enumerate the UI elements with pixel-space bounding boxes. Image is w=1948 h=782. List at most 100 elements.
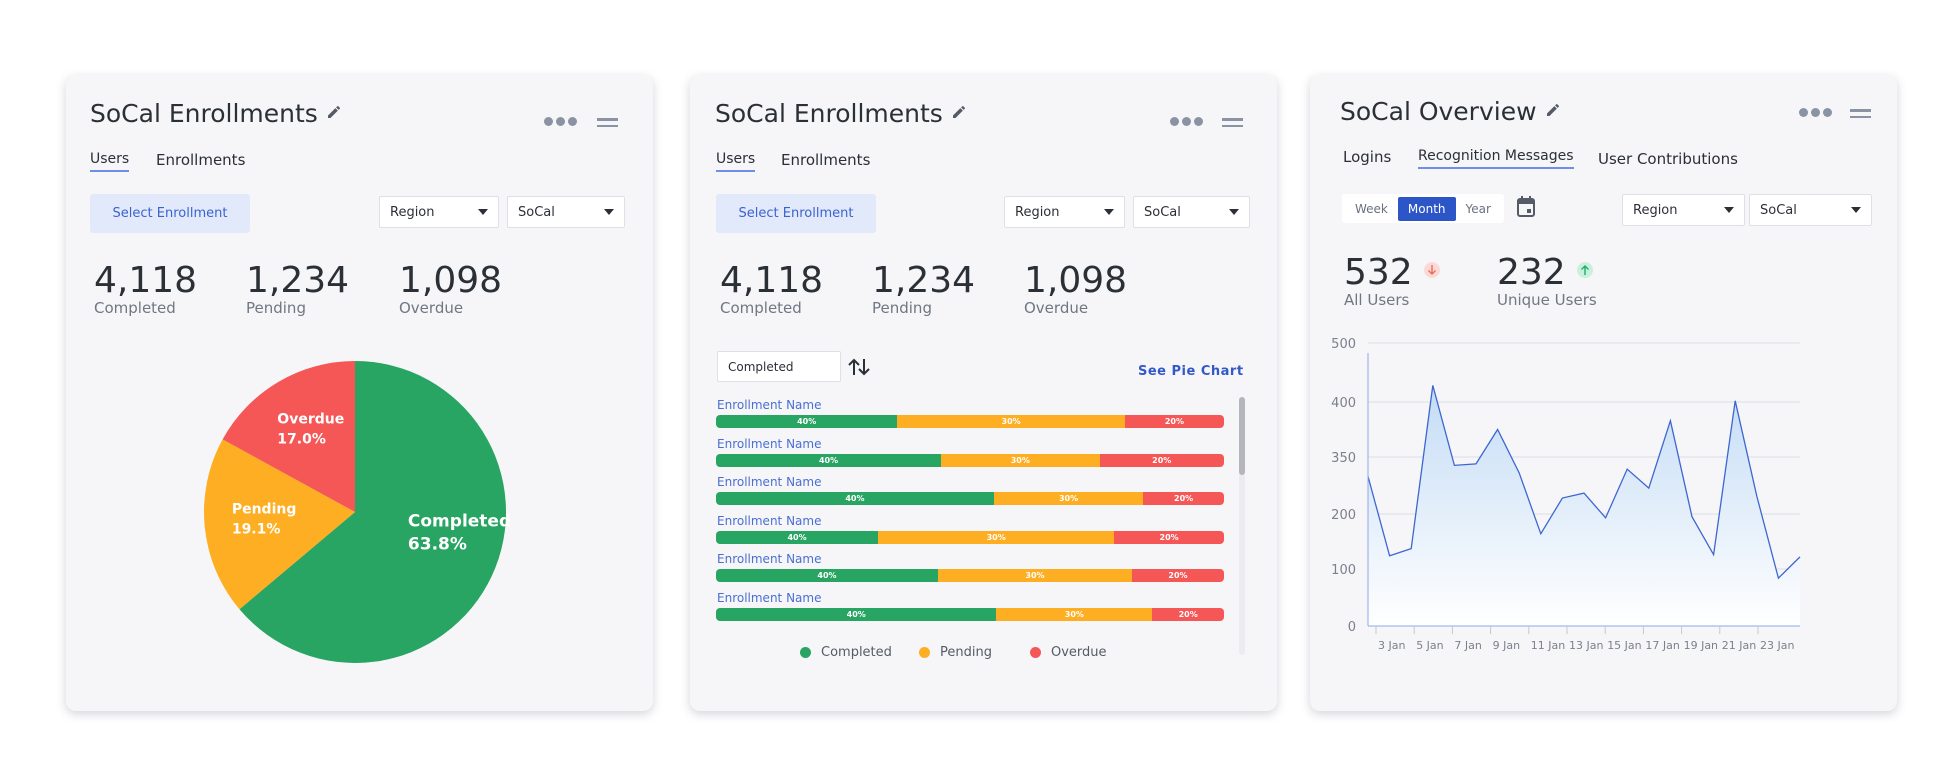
- legend-completed: Completed: [800, 645, 892, 660]
- stat-value: 1,234: [246, 260, 350, 301]
- stat-pending: 1,234 Pending: [872, 261, 975, 318]
- sort-by-select[interactable]: Completed: [717, 351, 841, 382]
- drag-handle-icon[interactable]: [1850, 109, 1871, 122]
- legend-overdue: Overdue: [1030, 645, 1107, 660]
- dropdown-value: SoCal: [1144, 204, 1181, 220]
- stat-label: Overdue: [399, 299, 464, 317]
- dropdown-value: Region: [390, 204, 435, 220]
- enrollment-name-link[interactable]: Enrollment Name: [717, 475, 822, 489]
- region-dropdown[interactable]: Region: [1004, 196, 1125, 228]
- region-dropdown[interactable]: Region: [1622, 194, 1745, 226]
- x-tick-label: 17 Jan: [1645, 639, 1679, 652]
- enrollment-name-link[interactable]: Enrollment Name: [717, 398, 822, 412]
- select-enrollment-button[interactable]: Select Enrollment: [716, 194, 876, 233]
- more-options-icon[interactable]: [544, 117, 577, 126]
- socal-dropdown[interactable]: SoCal: [507, 196, 625, 228]
- bar-segment-overdue: 20%: [1124, 415, 1224, 428]
- drag-handle-icon[interactable]: [597, 118, 618, 131]
- region-dropdown[interactable]: Region: [379, 196, 499, 228]
- period-year[interactable]: Year: [1465, 201, 1491, 216]
- stat-value: 232: [1497, 252, 1566, 293]
- stat-label: Unique Users: [1497, 291, 1597, 309]
- scrollbar-track[interactable]: [1239, 397, 1245, 655]
- more-options-icon[interactable]: [1799, 108, 1832, 117]
- legend-label: Completed: [821, 645, 892, 660]
- drag-handle-icon[interactable]: [1222, 118, 1243, 131]
- tab-logins[interactable]: Logins: [1343, 148, 1392, 166]
- edit-pencil-icon[interactable]: [326, 104, 342, 120]
- tab-users[interactable]: Users: [90, 151, 130, 172]
- scrollbar-thumb[interactable]: [1239, 397, 1245, 475]
- caret-down-icon: [1104, 209, 1114, 215]
- see-pie-chart-link[interactable]: See Pie Chart: [1138, 364, 1244, 379]
- trend-down-icon: [1424, 262, 1441, 278]
- legend-pending: Pending: [919, 645, 992, 660]
- pie-percent: 19.1%: [232, 521, 281, 537]
- bar-segment-overdue: 20%: [1143, 492, 1224, 505]
- stat-completed: 4,118 Completed: [94, 261, 197, 318]
- tab-user-contributions[interactable]: User Contributions: [1598, 150, 1738, 168]
- bar-segment-completed: 40%: [716, 415, 898, 428]
- pie-slice-completed: [239, 361, 507, 663]
- title-text: SoCal Overview: [1340, 97, 1537, 126]
- legend-label: Overdue: [1051, 645, 1107, 660]
- edit-pencil-icon[interactable]: [951, 104, 967, 120]
- edit-pencil-icon[interactable]: [1545, 102, 1561, 118]
- select-enrollment-button[interactable]: Select Enrollment: [90, 194, 250, 233]
- enrollments-pie-card: SoCal Enrollments Users Enrollments Sele…: [66, 75, 653, 711]
- enrollment-name-link[interactable]: Enrollment Name: [717, 436, 822, 451]
- stat-overdue: 1,098 Overdue: [399, 260, 503, 318]
- card-title: SoCal Overview: [1340, 97, 1561, 126]
- enrollment-progress-bar: 40% 30% 20%: [716, 453, 1224, 467]
- pie-label: Completed: [408, 511, 511, 531]
- tab-recognition-messages[interactable]: Recognition Messages: [1418, 148, 1574, 169]
- legend-dot: [800, 647, 811, 658]
- card-title: SoCal Enrollments: [90, 99, 342, 128]
- enrollment-name-link[interactable]: Enrollment Name: [717, 590, 822, 605]
- socal-dropdown[interactable]: SoCal: [1749, 194, 1872, 226]
- calendar-icon[interactable]: [1516, 196, 1536, 218]
- stat-completed: 4,118 Completed: [720, 261, 823, 318]
- enrollment-name-link[interactable]: Enrollment Name: [717, 513, 822, 528]
- x-tick-label: 23 Jan: [1760, 639, 1794, 652]
- legend-dot: [1030, 647, 1041, 658]
- bar-segment-pending: 30%: [937, 569, 1133, 582]
- dropdown-value: Region: [1633, 202, 1678, 218]
- more-options-icon[interactable]: [1170, 117, 1203, 126]
- sort-arrows-icon[interactable]: [848, 357, 870, 377]
- enrollment-progress-bar: 40% 30% 20%: [716, 530, 1224, 544]
- tab-enrollments[interactable]: Enrollments: [156, 151, 246, 169]
- enrollment-name-link[interactable]: Enrollment Name: [717, 552, 822, 566]
- x-tick-label: 21 Jan: [1722, 639, 1756, 652]
- tab-enrollments[interactable]: Enrollments: [781, 151, 871, 169]
- period-toggle: Week Month Year: [1342, 194, 1504, 223]
- stat-label: Pending: [246, 299, 306, 317]
- bar-segment-overdue: 20%: [1114, 530, 1224, 544]
- tab-users[interactable]: Users: [716, 151, 756, 172]
- y-tick-label: 100: [1331, 563, 1356, 578]
- stat-value: 1,098: [1024, 260, 1128, 301]
- enrollment-progress-bar: 40% 30% 20%: [716, 607, 1224, 621]
- bar-segment-pending: 30%: [993, 492, 1144, 505]
- x-tick-label: 7 Jan: [1454, 639, 1481, 652]
- pie-label: Pending: [232, 501, 297, 517]
- x-tick-label: 19 Jan: [1684, 639, 1718, 652]
- bar-segment-completed: 40%: [716, 453, 942, 467]
- enrollment-progress-bar: 40% 30% 20%: [716, 415, 1224, 428]
- legend-dot: [919, 647, 930, 658]
- title-text: SoCal Enrollments: [90, 99, 318, 128]
- period-month[interactable]: Month: [1397, 196, 1456, 221]
- stat-label: Overdue: [1024, 299, 1089, 317]
- bar-segment-overdue: 20%: [1099, 453, 1224, 467]
- x-tick-label: 11 Jan: [1531, 639, 1565, 652]
- bar-segment-overdue: 20%: [1132, 569, 1224, 582]
- stat-label: Completed: [94, 299, 176, 317]
- stat-value: 532: [1344, 252, 1413, 293]
- socal-dropdown[interactable]: SoCal: [1133, 196, 1250, 228]
- stat-value: 1,098: [399, 260, 503, 301]
- pie-label: Overdue: [277, 411, 344, 427]
- bar-segment-overdue: 20%: [1152, 607, 1224, 621]
- pie-percent: 17.0%: [277, 431, 326, 447]
- y-tick-label: 0: [1348, 620, 1356, 635]
- period-week[interactable]: Week: [1355, 201, 1388, 216]
